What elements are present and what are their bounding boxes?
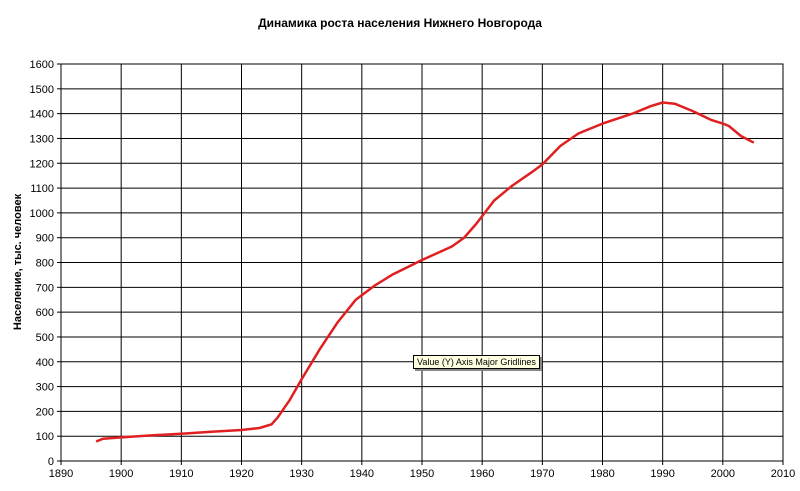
x-tick-label: 1970 (530, 468, 554, 480)
x-tick-label: 1930 (289, 468, 313, 480)
x-tick-label: 2000 (711, 468, 735, 480)
series-line (95, 101, 755, 443)
y-tick-label: 1200 (30, 158, 54, 170)
y-tick-label: 1100 (30, 183, 54, 195)
y-tick-label: 300 (36, 382, 54, 394)
plot-frame (60, 63, 784, 462)
y-tick-label: 1300 (30, 133, 54, 145)
x-tick-label: 1900 (109, 468, 133, 480)
y-tick-label: 700 (36, 282, 54, 294)
y-tick-label: 0 (48, 456, 54, 468)
y-tick-label: 1500 (30, 84, 54, 96)
y-tick-label: 400 (36, 357, 54, 369)
gridlines-tooltip: Value (Y) Axis Major Gridlines (413, 355, 540, 369)
y-tick-label: 1600 (30, 59, 54, 71)
y-tick-label: 500 (36, 332, 54, 344)
x-tick-label: 1920 (229, 468, 253, 480)
y-tick-label: 1000 (30, 208, 54, 220)
x-tick-label: 1960 (470, 468, 494, 480)
x-tick-label: 1940 (350, 468, 374, 480)
y-tick-label: 100 (36, 431, 54, 443)
x-tick-label: 1990 (650, 468, 674, 480)
y-tick-label: 600 (36, 307, 54, 319)
y-tick-label: 200 (36, 406, 54, 418)
x-tick-label: 1890 (49, 468, 73, 480)
y-tick-label: 900 (36, 233, 54, 245)
chart-title: Динамика роста населения Нижнего Новгоро… (258, 16, 542, 30)
y-tick-label: 1400 (30, 109, 54, 121)
x-tick-label: 1910 (169, 468, 193, 480)
x-tick-label: 2010 (771, 468, 795, 480)
x-tick-label: 1950 (410, 468, 434, 480)
x-tick-label: 1980 (590, 468, 614, 480)
y-tick-label: 800 (36, 258, 54, 270)
